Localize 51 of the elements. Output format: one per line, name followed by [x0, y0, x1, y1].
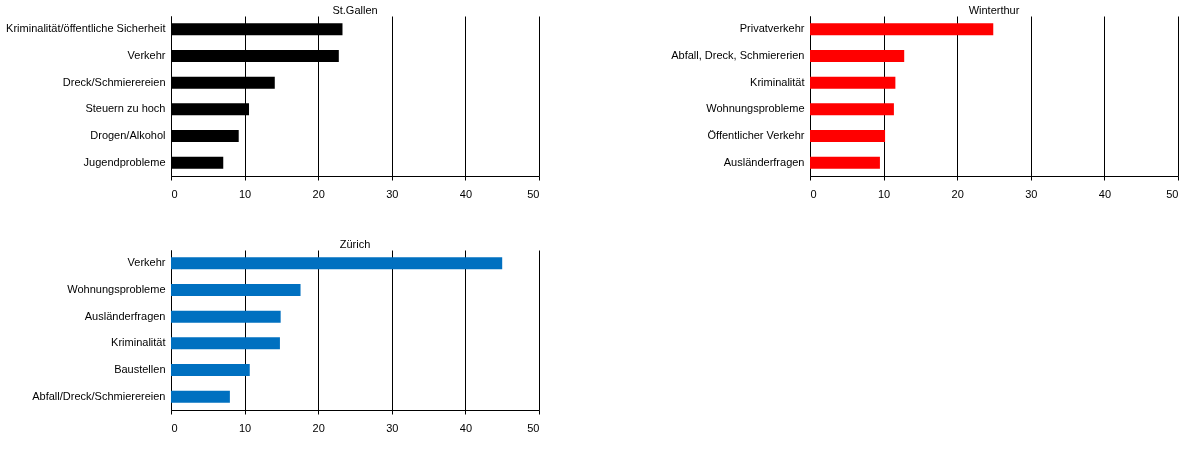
x-tick-label: 40	[459, 187, 473, 200]
chart-title: Winterthur	[968, 4, 1020, 16]
x-tick-label: 30	[386, 421, 399, 434]
x-tick-label: 30	[386, 187, 399, 200]
y-tick-label: Kriminalität	[111, 336, 166, 349]
bar	[810, 103, 894, 116]
bar	[810, 23, 994, 36]
x-tick-label: 10	[877, 187, 891, 200]
bar	[171, 310, 281, 323]
y-tick-label: Verkehr	[127, 49, 166, 61]
x-tick-label: 20	[312, 187, 325, 200]
x-tick-label: 50	[527, 187, 540, 200]
bar	[171, 337, 280, 350]
chart-title: St.Gallen	[332, 4, 378, 16]
bar	[171, 390, 230, 403]
x-tick-label: 0	[810, 187, 817, 200]
bar	[810, 76, 896, 89]
x-tick-label: 0	[171, 187, 178, 200]
bar	[810, 156, 880, 169]
x-tick-label: 50	[527, 421, 540, 434]
x-tick-label: 40	[459, 421, 473, 434]
y-tick-label: Drogen/Alkohol	[90, 129, 166, 141]
x-tick-label: 50	[1166, 187, 1179, 200]
bar	[171, 284, 301, 296]
y-tick-label: Privatverkehr	[739, 22, 805, 35]
bar	[810, 50, 905, 62]
y-tick-label: Ausländerfragen	[84, 309, 166, 322]
y-tick-label: Kriminalität	[750, 75, 805, 88]
y-tick-label: Abfall, Dreck, Schmiererien	[671, 49, 805, 61]
x-tick-label: 20	[312, 421, 325, 434]
x-tick-label: 0	[171, 421, 178, 434]
y-tick-label: Abfall/Dreck/Schmierereien	[32, 389, 166, 402]
y-tick-label: Dreck/Schmierereien	[62, 75, 166, 88]
bar	[810, 130, 886, 142]
x-tick-label: 10	[238, 421, 252, 434]
x-tick-label: 30	[1025, 187, 1038, 200]
y-tick-label: Öffentlicher Verkehr	[707, 129, 805, 141]
y-tick-label: Baustellen	[114, 363, 166, 375]
y-tick-label: Verkehr	[127, 256, 166, 269]
y-tick-label: Wohnungsprobleme	[67, 283, 166, 295]
y-tick-label: Jugendprobleme	[83, 155, 166, 168]
y-tick-label: Ausländerfragen	[723, 155, 805, 168]
bar	[171, 257, 503, 270]
bar	[171, 364, 250, 376]
y-tick-label: Wohnungsprobleme	[706, 102, 805, 115]
y-tick-label: Kriminalität/öffentliche Sicherheit	[6, 22, 166, 35]
chart-title: Zürich	[339, 238, 371, 250]
x-tick-label: 40	[1098, 187, 1112, 200]
y-tick-label: Steuern zu hoch	[85, 102, 166, 115]
x-tick-label: 20	[951, 187, 964, 200]
x-tick-label: 10	[238, 187, 252, 200]
